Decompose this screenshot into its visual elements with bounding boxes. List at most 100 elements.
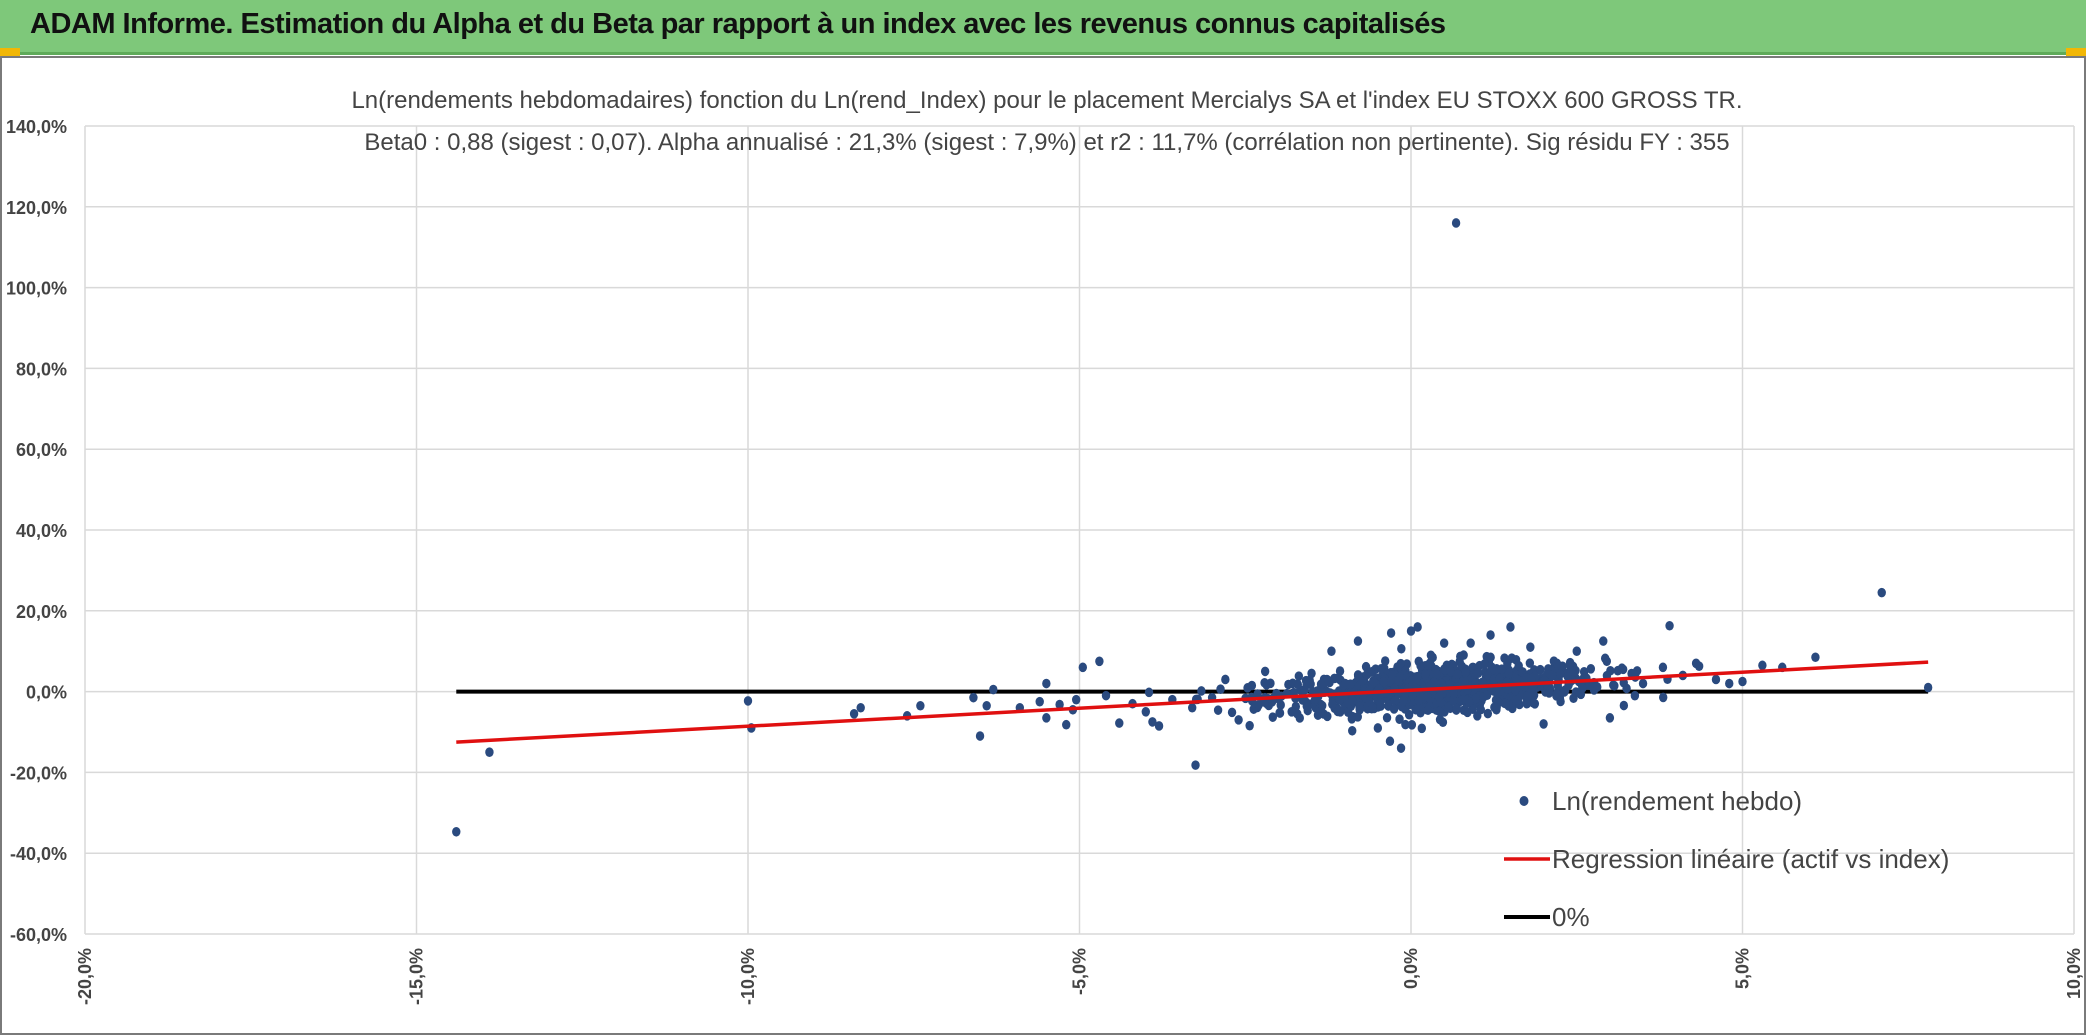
scatter-point [1432, 669, 1441, 679]
scatter-point [1439, 638, 1449, 648]
scatter-point [1396, 658, 1406, 669]
scatter-point [1353, 636, 1363, 646]
scatter-point [1525, 658, 1535, 668]
scatter-point [1435, 706, 1444, 717]
y-tick-label: 20,0% [16, 602, 67, 622]
legend-marker-scatter [1519, 796, 1529, 806]
scatter-point [1423, 705, 1433, 715]
scatter-point [1539, 719, 1548, 729]
scatter-point [1572, 646, 1581, 656]
scatter-point [1691, 658, 1701, 669]
y-tick-label: -20,0% [10, 763, 67, 783]
scatter-point [1254, 700, 1263, 710]
scatter-point [1659, 692, 1668, 703]
scatter-point [856, 702, 865, 713]
scatter-point [1095, 656, 1104, 667]
scatter-point [1421, 669, 1430, 680]
scatter-point [969, 692, 978, 703]
scatter-point [1275, 708, 1284, 718]
scatter-point [1322, 674, 1332, 685]
scatter-point [1658, 662, 1668, 673]
scatter-point [1463, 707, 1472, 718]
scatter-point [1526, 642, 1535, 652]
scatter-point [1492, 664, 1501, 674]
x-tick-label: -15,0% [407, 948, 427, 1005]
scatter-point [1260, 666, 1270, 677]
scatter-point [1530, 698, 1540, 709]
scatter-point [1115, 718, 1124, 728]
corner-marker-right [2066, 48, 2086, 56]
scatter-point [1466, 638, 1475, 648]
scatter-point [1330, 673, 1339, 684]
scatter-point [1483, 708, 1493, 719]
scatter-chart: 140,0% 120,0% 100,0% 80,0% 60,0% 40,0% 20,0% 0,… [6, 87, 2084, 1005]
scatter-point [1078, 662, 1088, 673]
scatter-point [1473, 711, 1482, 721]
scatter-point [1522, 698, 1532, 709]
scatter-point [1313, 710, 1323, 720]
scatter-point [1191, 760, 1200, 770]
scatter-point [1438, 717, 1448, 728]
scatter-point [1302, 701, 1311, 712]
scatter-point [1512, 674, 1522, 685]
scatter-point [1385, 736, 1395, 747]
y-tick-label: 100,0% [6, 279, 67, 299]
scatter-point [1665, 620, 1674, 631]
scatter-point [1459, 650, 1468, 660]
scatter-points-dense [1144, 643, 1704, 747]
scatter-point [1619, 700, 1629, 711]
x-tick-label: -5,0% [1070, 948, 1090, 995]
corner-marker-left [0, 48, 20, 56]
scatter-point [1154, 721, 1164, 731]
scatter-point [1458, 677, 1467, 687]
scatter-point [1877, 587, 1886, 598]
scatter-point [1300, 685, 1309, 695]
scatter-point [1323, 711, 1332, 722]
scatter-point [1480, 659, 1489, 669]
scatter-point [1042, 678, 1051, 689]
legend-label-scatter: Ln(rendement hebdo) [1552, 786, 1802, 816]
scatter-point [1544, 688, 1554, 698]
scatter-point [1585, 680, 1594, 690]
scatter-point [1605, 713, 1615, 723]
scatter-point [1547, 670, 1557, 681]
scatter-point [1429, 677, 1439, 688]
scatter-point [1382, 712, 1392, 723]
chart-title-line-1: Ln(rendements hebdomadaires) fonction du… [351, 87, 1742, 114]
scatter-point [1414, 695, 1423, 706]
scatter-point [1328, 699, 1337, 710]
scatter-point [1461, 667, 1470, 677]
scatter-point [1449, 695, 1458, 706]
scatter-point [1377, 663, 1386, 674]
scatter-point [1527, 673, 1536, 684]
scatter-point [1401, 719, 1410, 730]
scatter-point [1416, 661, 1425, 671]
scatter-point [1482, 690, 1492, 700]
scatter-point [1294, 671, 1304, 681]
scatter-point [1327, 646, 1336, 656]
scatter-point [1711, 674, 1721, 685]
legend: Ln(rendement hebdo) Regression linéaire (… [1504, 786, 1949, 932]
scatter-point [1397, 643, 1406, 654]
scatter-point [1504, 668, 1514, 679]
scatter-point [849, 709, 859, 719]
scatter-point [1373, 723, 1383, 733]
scatter-point [1276, 700, 1285, 710]
scatter-point [1446, 666, 1455, 677]
scatter-point [1316, 679, 1326, 690]
scatter-point [1379, 676, 1388, 687]
y-tick-label: 120,0% [6, 198, 67, 218]
x-tick-label: 5,0% [1733, 948, 1753, 989]
scatter-point [1407, 720, 1417, 730]
y-tick-label: 0,0% [26, 683, 67, 703]
scatter-point [1188, 702, 1197, 713]
scatter-point [485, 747, 494, 757]
scatter-point [975, 731, 985, 741]
scatter-point [1355, 701, 1364, 712]
scatter-point [1725, 678, 1734, 689]
scatter-point [1758, 660, 1767, 671]
scatter-point [1406, 626, 1416, 636]
scatter-point [1035, 696, 1044, 707]
scatter-point [1376, 698, 1385, 708]
scatter-point [1501, 698, 1510, 709]
